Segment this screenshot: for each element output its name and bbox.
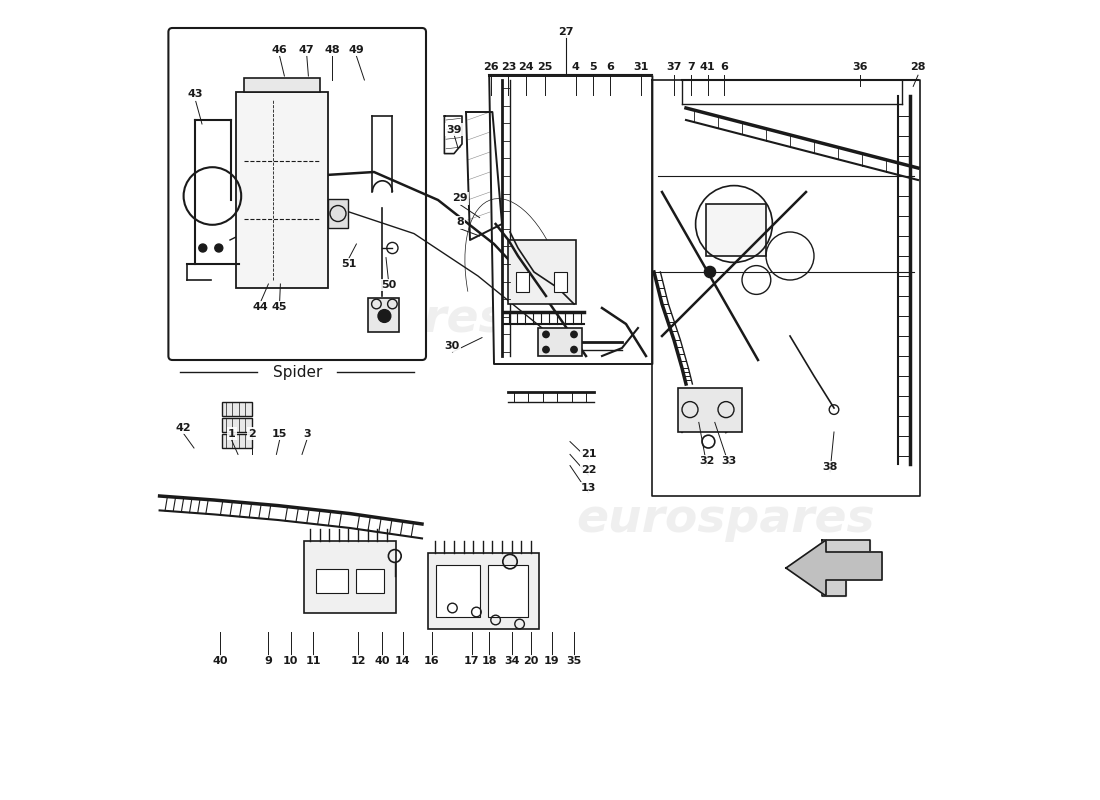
Bar [244, 78, 320, 92]
Text: 45: 45 [272, 302, 287, 312]
Text: 43: 43 [188, 90, 204, 99]
Text: 47: 47 [299, 45, 315, 54]
Text: 23: 23 [500, 62, 516, 72]
Text: 6: 6 [606, 62, 614, 72]
Circle shape [214, 244, 223, 252]
Text: 41: 41 [700, 62, 715, 72]
Text: 38: 38 [823, 462, 838, 472]
Text: 4: 4 [572, 62, 580, 72]
Bar [236, 92, 329, 288]
Bar [488, 565, 528, 617]
Bar [538, 328, 582, 356]
Bar [222, 402, 252, 416]
Bar [428, 553, 539, 629]
Text: 19: 19 [543, 656, 560, 666]
Bar [554, 272, 566, 292]
Text: 31: 31 [634, 62, 649, 72]
Text: 6: 6 [720, 62, 728, 72]
Text: 40: 40 [374, 656, 389, 666]
Text: 21: 21 [581, 450, 596, 459]
Bar [368, 298, 399, 332]
Text: 39: 39 [447, 125, 462, 134]
Text: 36: 36 [852, 62, 868, 72]
Text: 3: 3 [302, 429, 310, 438]
Text: 8: 8 [456, 218, 464, 227]
Text: 13: 13 [581, 483, 596, 493]
Text: 30: 30 [444, 341, 460, 350]
Text: 40: 40 [212, 656, 228, 666]
Bar [316, 569, 348, 593]
Polygon shape [466, 112, 502, 240]
Text: 34: 34 [504, 656, 519, 666]
Text: 50: 50 [381, 280, 396, 290]
Text: 12: 12 [350, 656, 365, 666]
Text: 37: 37 [667, 62, 682, 72]
Text: 2: 2 [249, 429, 256, 438]
Text: 28: 28 [911, 62, 926, 72]
Bar [355, 569, 384, 593]
Text: 35: 35 [566, 656, 582, 666]
Bar [706, 204, 766, 256]
Circle shape [199, 244, 207, 252]
Polygon shape [822, 540, 870, 596]
Bar [678, 388, 743, 432]
Text: 5: 5 [590, 62, 597, 72]
Text: 51: 51 [341, 259, 356, 269]
Text: 42: 42 [176, 423, 191, 433]
Text: eurospares: eurospares [209, 298, 507, 342]
Bar [437, 565, 481, 617]
Circle shape [571, 346, 578, 353]
FancyBboxPatch shape [168, 28, 426, 360]
Text: 14: 14 [395, 656, 410, 666]
Text: 22: 22 [581, 466, 596, 475]
Text: 25: 25 [538, 62, 553, 72]
Text: 48: 48 [324, 45, 340, 54]
Bar [222, 434, 252, 448]
Text: 10: 10 [283, 656, 298, 666]
Polygon shape [786, 540, 882, 596]
Text: 11: 11 [306, 656, 321, 666]
Circle shape [542, 331, 549, 338]
Text: 17: 17 [464, 656, 480, 666]
Text: 9: 9 [264, 656, 273, 666]
Text: 32: 32 [700, 456, 715, 466]
Text: 49: 49 [349, 45, 364, 54]
Polygon shape [444, 116, 462, 154]
Text: 29: 29 [452, 194, 469, 203]
Text: 7: 7 [686, 62, 695, 72]
Text: 1: 1 [228, 429, 235, 438]
Circle shape [571, 331, 578, 338]
Bar [508, 240, 576, 304]
Text: 18: 18 [482, 656, 497, 666]
Bar [304, 541, 396, 613]
Text: 24: 24 [518, 62, 534, 72]
Text: 20: 20 [524, 656, 539, 666]
Text: 16: 16 [424, 656, 439, 666]
Bar [329, 199, 349, 228]
Text: 15: 15 [272, 429, 287, 438]
Text: 33: 33 [722, 456, 737, 466]
Bar [222, 418, 252, 432]
Polygon shape [490, 76, 652, 364]
Text: 44: 44 [253, 302, 268, 312]
Circle shape [378, 310, 390, 322]
Text: 46: 46 [272, 45, 287, 54]
Bar [516, 272, 529, 292]
Circle shape [704, 266, 716, 278]
Text: 27: 27 [558, 27, 574, 37]
Text: 26: 26 [483, 62, 498, 72]
Text: Spider: Spider [273, 365, 322, 379]
Circle shape [542, 346, 549, 353]
Text: eurospares: eurospares [576, 498, 876, 542]
